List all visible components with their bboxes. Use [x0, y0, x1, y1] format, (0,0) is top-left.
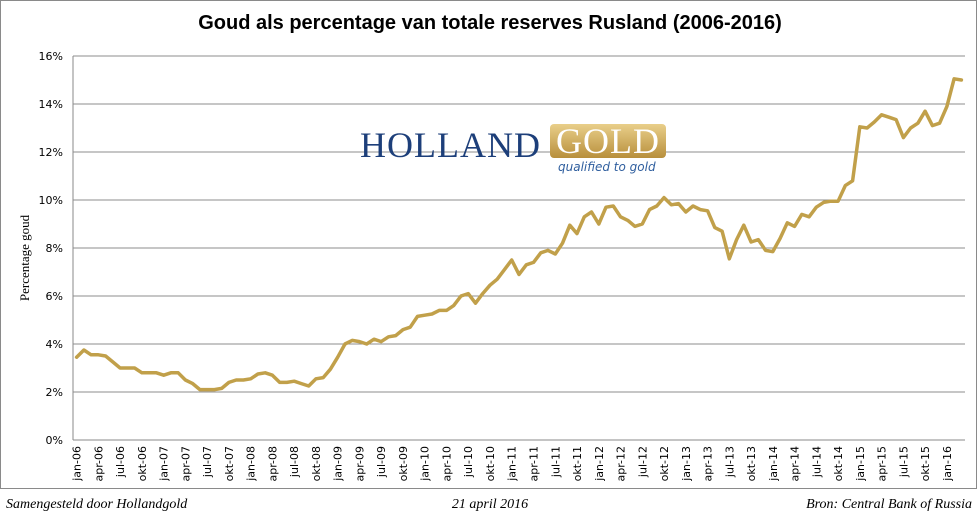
- y-tick-label: 6%: [46, 290, 63, 303]
- logo-word-gold: GOLD: [550, 123, 666, 159]
- y-tick-label: 4%: [46, 338, 63, 351]
- x-tick-label: jan-12: [593, 446, 606, 482]
- x-tick-label: jan-13: [680, 446, 693, 482]
- x-tick-label: jul-10: [462, 446, 475, 478]
- chart-title: Goud als percentage van totale reserves …: [198, 12, 782, 34]
- x-tick-label: jul-14: [810, 446, 823, 478]
- x-tick-label: jan-15: [854, 446, 867, 482]
- x-tick-label: jan-09: [332, 446, 345, 482]
- x-tick-label: apr-12: [615, 446, 628, 482]
- x-tick-label: okt-14: [832, 446, 845, 481]
- y-tick-label: 14%: [39, 98, 63, 111]
- x-tick-label: okt-13: [745, 446, 758, 481]
- x-tick-label: apr-13: [702, 446, 715, 482]
- x-tick-label: jan-06: [71, 446, 84, 482]
- x-tick-label: okt-08: [310, 446, 323, 481]
- x-tick-label: jan-10: [419, 446, 432, 482]
- x-tick-label: apr-10: [440, 446, 453, 482]
- y-tick-label: 0%: [46, 434, 63, 447]
- y-tick-label: 16%: [39, 50, 63, 63]
- x-tick-label: jul-09: [375, 446, 388, 478]
- x-tick-label: okt-09: [397, 446, 410, 481]
- footer-source: Bron: Central Bank of Russia: [806, 497, 972, 512]
- x-tick-label: apr-11: [528, 446, 541, 482]
- y-tick-label: 2%: [46, 386, 63, 399]
- y-tick-label: 12%: [39, 146, 63, 159]
- x-tick-label: apr-07: [179, 446, 192, 482]
- x-tick-label: apr-08: [266, 446, 279, 482]
- x-tick-label: jan-08: [245, 446, 258, 482]
- y-tick-label: 10%: [39, 194, 63, 207]
- x-tick-label: jul-08: [288, 446, 301, 478]
- x-tick-label: jul-13: [723, 446, 736, 478]
- x-tick-label: okt-10: [484, 446, 497, 481]
- x-tick-label: jul-11: [549, 446, 562, 478]
- x-tick-label: jan-16: [941, 446, 954, 482]
- x-tick-label: okt-07: [223, 446, 236, 481]
- x-tick-label: jul-07: [201, 446, 214, 478]
- x-tick-label: okt-06: [136, 446, 149, 481]
- x-tick-label: okt-11: [571, 446, 584, 481]
- footer-credit: Samengesteld door Hollandgold: [6, 497, 188, 512]
- x-tick-label: apr-15: [876, 446, 889, 482]
- x-tick-label: okt-15: [919, 446, 932, 481]
- x-tick-label: apr-06: [92, 446, 105, 482]
- x-tick-label: jan-11: [506, 446, 519, 482]
- chart-frame: [0, 0, 977, 489]
- x-tick-label: apr-09: [353, 446, 366, 482]
- x-tick-label: jan-14: [767, 446, 780, 482]
- logo-tagline: qualified to gold: [558, 160, 656, 174]
- logo-word-holland: HOLLAND: [360, 125, 541, 165]
- x-tick-label: jul-15: [897, 446, 910, 478]
- x-tick-label: jan-07: [158, 446, 171, 482]
- y-tick-label: 8%: [46, 242, 63, 255]
- x-tick-label: okt-12: [658, 446, 671, 481]
- footer-date: 21 april 2016: [451, 497, 529, 512]
- x-tick-label: jul-06: [114, 446, 127, 478]
- x-tick-label: apr-14: [789, 446, 802, 482]
- x-tick-label: jul-12: [636, 446, 649, 478]
